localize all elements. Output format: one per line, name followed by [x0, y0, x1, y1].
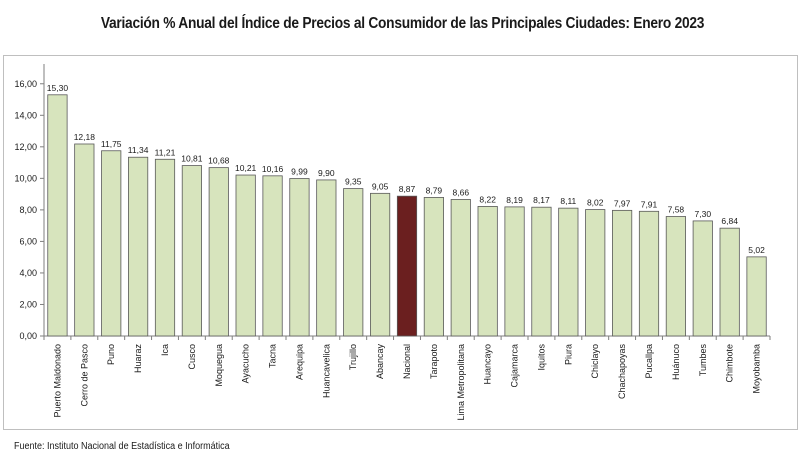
category-label: Piura — [563, 344, 573, 365]
bar — [74, 143, 95, 337]
bar — [531, 206, 552, 337]
data-label: 10,21 — [235, 163, 257, 173]
category-label: Huancayo — [483, 344, 493, 385]
y-tick-label: 8,00 — [19, 205, 37, 215]
y-tick-label: 12,00 — [14, 142, 37, 152]
category-label: Moquegua — [214, 344, 224, 387]
category-label: Tarapoto — [429, 344, 439, 379]
y-tick-label: 0,00 — [19, 331, 37, 341]
category-label: Nacional — [402, 344, 412, 379]
bar — [692, 220, 713, 337]
data-label: 11,21 — [155, 147, 176, 157]
data-label: 8,79 — [426, 185, 443, 195]
data-label: 9,35 — [345, 177, 362, 187]
data-label: 12,18 — [74, 132, 96, 142]
y-tick-label: 10,00 — [14, 173, 37, 183]
data-label: 9,99 — [291, 167, 308, 177]
category-label: Lima Metropolitana — [456, 344, 466, 421]
bar — [235, 174, 256, 337]
data-label: 7,30 — [695, 209, 712, 219]
bar — [289, 178, 310, 337]
y-tick-label: 2,00 — [19, 299, 37, 309]
category-label: Chimbote — [725, 344, 735, 383]
category-label: Trujillo — [348, 344, 358, 370]
bar — [638, 210, 660, 337]
bar — [370, 192, 391, 337]
y-tick-label: 16,00 — [14, 79, 37, 89]
category-label: Moyobamba — [752, 344, 762, 394]
data-label: 5,02 — [748, 245, 765, 255]
bar — [128, 156, 149, 337]
data-label: 8,87 — [399, 184, 416, 194]
data-label: 7,91 — [641, 199, 658, 209]
data-label: 8,11 — [560, 196, 576, 206]
bar — [665, 216, 686, 337]
data-label: 15,30 — [47, 83, 69, 93]
category-label: Pucallpa — [644, 344, 654, 379]
bar — [316, 179, 337, 337]
bar — [101, 150, 122, 337]
y-tick-label: 6,00 — [19, 236, 37, 246]
bar — [343, 188, 364, 337]
data-label: 9,05 — [372, 181, 389, 191]
data-label: 8,22 — [479, 194, 496, 204]
data-label: 9,90 — [318, 168, 335, 178]
bar — [585, 209, 606, 337]
bar — [612, 209, 633, 337]
bar — [558, 207, 579, 337]
category-label: Puno — [106, 344, 116, 365]
category-label: Cajamarca — [510, 344, 520, 388]
source-note: Fuente: Instituto Nacional de Estadístic… — [14, 441, 230, 452]
bar — [504, 206, 525, 337]
category-label: Chiclayo — [590, 344, 600, 379]
bar — [450, 199, 471, 337]
chart-title: Variación % Anual del Índice de Precios … — [100, 15, 705, 32]
bar — [47, 94, 68, 337]
bar — [423, 197, 444, 337]
data-label: 11,34 — [128, 145, 149, 155]
data-label: 11,75 — [101, 139, 122, 149]
category-label: Arequipa — [294, 344, 304, 380]
category-label: Cusco — [187, 344, 197, 370]
bar — [262, 175, 283, 337]
bar — [477, 206, 498, 337]
data-label: 7,97 — [614, 198, 631, 208]
category-label: Puerto Maldonado — [52, 344, 62, 418]
bar — [208, 167, 229, 337]
bar — [396, 195, 418, 337]
chart-frame — [3, 55, 798, 430]
y-tick-label: 14,00 — [14, 110, 37, 120]
bar — [719, 227, 740, 337]
category-label: Ica — [160, 344, 170, 356]
data-label: 10,68 — [208, 156, 230, 166]
data-label: 10,16 — [262, 164, 284, 174]
category-label: Huánuco — [671, 344, 681, 380]
data-label: 6,84 — [721, 216, 738, 226]
category-label: Ayacucho — [241, 344, 251, 383]
category-label: Iquitos — [536, 344, 546, 371]
category-label: Abancay — [375, 344, 385, 380]
bar — [181, 165, 202, 337]
data-label: 7,58 — [668, 205, 685, 215]
y-tick-label: 4,00 — [19, 268, 37, 278]
category-label: Huaraz — [133, 344, 143, 374]
category-label: Chachapoyas — [617, 344, 627, 400]
data-label: 8,66 — [453, 187, 470, 197]
category-label: Tumbes — [698, 344, 708, 377]
data-label: 8,19 — [506, 195, 523, 205]
data-label: 8,02 — [587, 198, 604, 208]
bar — [154, 158, 176, 337]
category-label: Huancavelica — [321, 344, 331, 398]
data-label: 10,81 — [181, 154, 203, 164]
category-label: Tacna — [268, 344, 278, 368]
category-label: Cerro de Pasco — [79, 344, 89, 407]
bar — [746, 256, 767, 337]
data-label: 8,17 — [533, 195, 550, 205]
